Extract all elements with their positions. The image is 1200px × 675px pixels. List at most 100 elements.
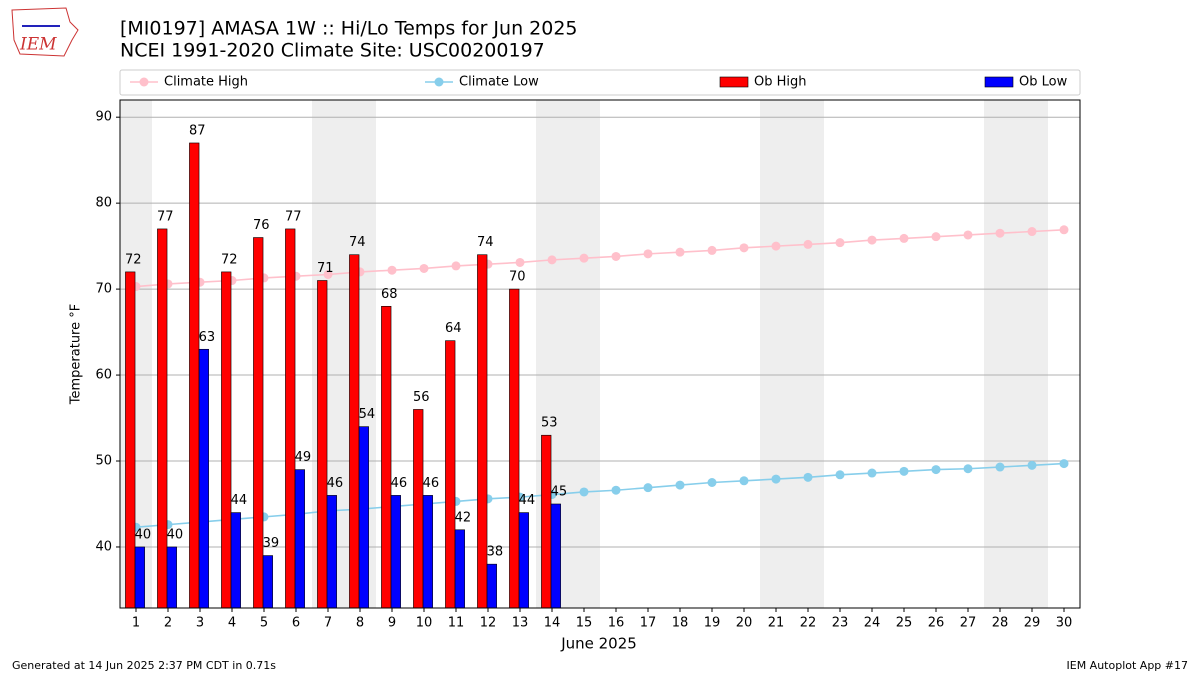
bar [445, 340, 456, 609]
point [451, 261, 461, 271]
x-tick-label: 29 [1024, 616, 1041, 631]
footer-left: Generated at 14 Jun 2025 2:37 PM CDT in … [12, 659, 276, 672]
x-tick-label: 13 [512, 616, 529, 631]
data-label: 44 [519, 493, 536, 508]
point [1027, 227, 1037, 237]
point [899, 233, 909, 243]
x-tick-label: 18 [672, 616, 689, 631]
x-tick-label: 19 [704, 616, 721, 631]
legend-label: Climate High [164, 75, 248, 90]
point [1059, 459, 1069, 469]
point [611, 485, 621, 495]
bar [230, 512, 241, 609]
x-tick-label: 24 [864, 616, 881, 631]
data-label: 40 [135, 527, 152, 542]
bar [518, 512, 529, 609]
y-tick-label: 50 [95, 454, 112, 469]
point [323, 269, 333, 279]
bar [166, 546, 177, 609]
data-label: 72 [125, 252, 142, 267]
point [899, 466, 909, 476]
point [675, 247, 685, 257]
legend-label: Ob High [754, 75, 807, 90]
x-tick-label: 27 [960, 616, 977, 631]
x-tick-label: 30 [1056, 616, 1073, 631]
data-label: 39 [263, 536, 280, 551]
point [1059, 225, 1069, 235]
x-tick-label: 25 [896, 616, 913, 631]
data-label: 49 [295, 450, 312, 465]
point [643, 483, 653, 493]
y-tick-label: 90 [95, 110, 112, 125]
x-tick-label: 8 [356, 616, 364, 631]
bar [262, 555, 273, 609]
legend-marker [139, 77, 149, 87]
x-tick-label: 2 [164, 616, 172, 631]
point [739, 243, 749, 253]
point [867, 468, 877, 478]
bar [390, 495, 401, 609]
point [643, 249, 653, 259]
data-label: 87 [189, 123, 206, 138]
data-label: 72 [221, 252, 238, 267]
data-label: 53 [541, 416, 558, 431]
x-tick-label: 17 [640, 616, 657, 631]
data-label: 56 [413, 390, 430, 405]
x-tick-label: 22 [800, 616, 817, 631]
data-label: 63 [199, 330, 216, 345]
y-tick-label: 70 [95, 282, 112, 297]
bar [454, 529, 465, 609]
x-tick-label: 15 [576, 616, 593, 631]
data-label: 77 [285, 209, 302, 224]
x-tick-label: 10 [416, 616, 433, 631]
data-label: 64 [445, 321, 462, 336]
data-label: 46 [327, 476, 344, 491]
bar [294, 469, 305, 609]
legend-marker [434, 77, 444, 87]
x-tick-label: 16 [608, 616, 625, 631]
point [707, 478, 717, 488]
point [931, 232, 941, 242]
data-label: 77 [157, 209, 174, 224]
bar [326, 495, 337, 609]
x-tick-label: 6 [292, 616, 300, 631]
point [675, 480, 685, 490]
bar [317, 280, 328, 609]
y-tick-label: 80 [95, 196, 112, 211]
point [771, 241, 781, 251]
y-axis-label: Temperature °F [69, 304, 84, 405]
x-tick-label: 11 [448, 616, 465, 631]
footer-right: IEM Autoplot App #17 [1067, 659, 1189, 672]
chart-subtitle: NCEI 1991-2020 Climate Site: USC00200197 [120, 40, 545, 62]
bar [358, 426, 369, 609]
legend-box [119, 69, 1081, 96]
y-tick-label: 40 [95, 539, 112, 554]
x-tick-label: 26 [928, 616, 945, 631]
weekend-shade [760, 100, 792, 608]
plot-frame [119, 99, 1081, 609]
bar [486, 563, 497, 609]
point [387, 265, 397, 275]
point [963, 230, 973, 240]
weekend-shade [792, 100, 824, 608]
x-tick-label: 4 [228, 616, 236, 631]
data-label: 74 [477, 235, 494, 250]
data-label: 45 [551, 484, 568, 499]
weekend-shade [1016, 100, 1048, 608]
logo-text: IEM [19, 35, 57, 55]
point [803, 239, 813, 249]
point [579, 487, 589, 497]
data-label: 71 [317, 261, 334, 276]
chart-title: [MI0197] AMASA 1W :: Hi/Lo Temps for Jun… [120, 18, 578, 40]
bar [157, 228, 168, 609]
bar [198, 348, 209, 609]
data-label: 54 [359, 407, 376, 422]
x-tick-label: 14 [544, 616, 561, 631]
point [1027, 460, 1037, 470]
point [931, 465, 941, 475]
point [515, 257, 525, 267]
data-label: 40 [167, 527, 184, 542]
data-label: 68 [381, 287, 398, 302]
x-tick-label: 5 [260, 616, 268, 631]
